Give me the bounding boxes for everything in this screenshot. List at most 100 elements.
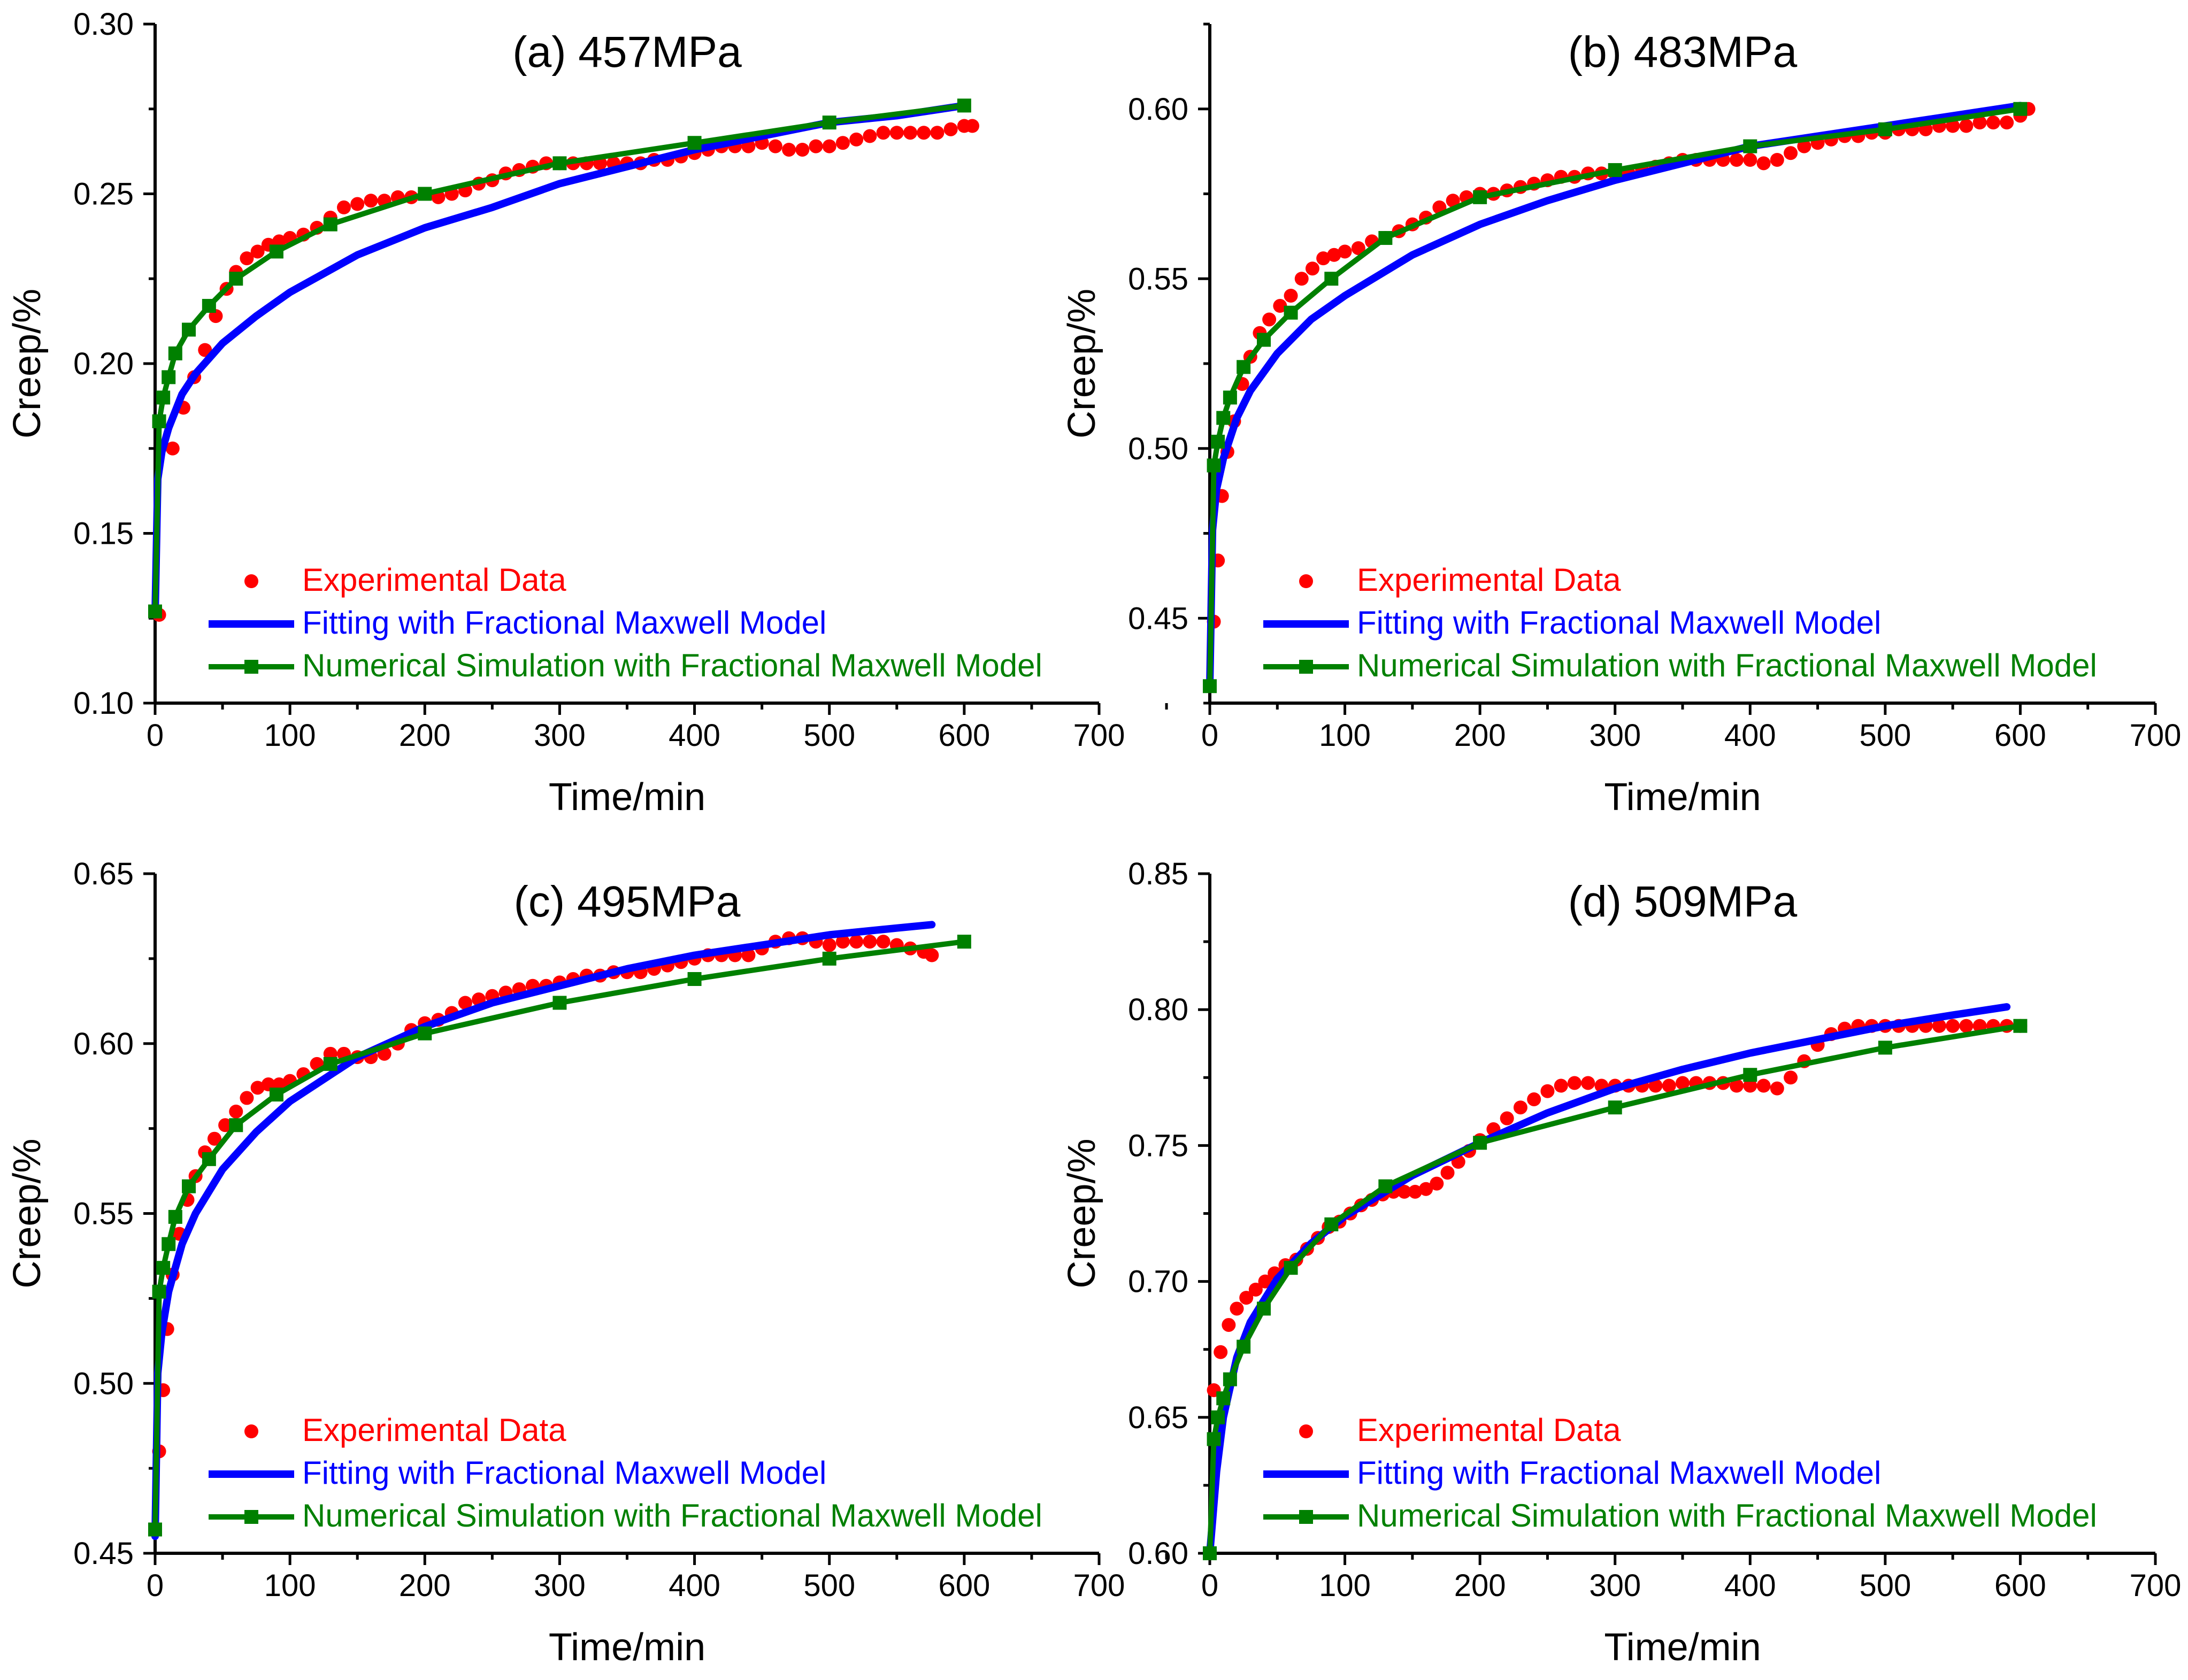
experimental-point <box>1946 1019 1960 1033</box>
experimental-point <box>1756 1078 1771 1093</box>
simulation-marker <box>1223 390 1237 405</box>
panel-d: 0 100 200 300 400 500 600 7000.600.650.700.750.… <box>1061 857 2181 1669</box>
simulation-marker <box>1743 139 1757 153</box>
experimental-point <box>903 126 917 140</box>
experimental-point <box>741 948 756 962</box>
experimental-point <box>917 126 931 140</box>
x-tick-label: 400 <box>669 1568 720 1603</box>
experimental-point <box>1959 1019 1974 1033</box>
x-tick-label: 200 <box>1454 718 1506 753</box>
experimental-point <box>1676 1076 1690 1090</box>
simulation-marker <box>152 414 166 428</box>
x-tick-label: 600 <box>1994 718 2046 753</box>
experimental-point <box>1730 1078 1744 1093</box>
experimental-point <box>1581 1076 1595 1090</box>
y-tick-label: 0.75 <box>1128 1128 1188 1163</box>
experimental-point <box>1743 1078 1757 1093</box>
simulation-marker <box>1211 1410 1225 1424</box>
experimental-point <box>1946 119 1960 133</box>
x-tick-label: 200 <box>399 1568 451 1603</box>
simulation-marker <box>1203 679 1217 693</box>
legend-marker-simulation <box>1299 1510 1313 1524</box>
y-axis-title: Creep/% <box>1061 289 1103 438</box>
experimental-point <box>876 935 890 949</box>
experimental-point <box>1284 289 1298 303</box>
x-tick-label: 400 <box>669 718 720 753</box>
series-line <box>151 102 968 619</box>
simulation-marker <box>687 136 702 150</box>
experimental-point <box>822 938 836 952</box>
x-tick-label: 700 <box>1073 1568 1125 1603</box>
experimental-point <box>1972 115 1987 130</box>
simulation-marker <box>202 299 216 313</box>
experimental-point <box>1338 244 1352 259</box>
simulation-marker <box>1284 1261 1298 1275</box>
x-tick-label: 600 <box>938 718 990 753</box>
legend-label-fitting: Fitting with Fractional Maxwell Model <box>302 1455 826 1491</box>
simulation-marker <box>202 1152 216 1166</box>
experimental-point <box>1248 1282 1263 1297</box>
x-tick-label: 0 <box>147 1568 164 1603</box>
simulation-marker <box>1608 163 1622 178</box>
simulation-marker <box>822 951 836 966</box>
experimental-point <box>250 1081 265 1095</box>
x-tick-label: 400 <box>1724 718 1776 753</box>
experimental-point <box>965 119 979 133</box>
experimental-point <box>1784 146 1798 160</box>
legend: Experimental Data Fitting with Fractional… <box>1263 1412 2097 1533</box>
simulation-marker <box>1237 360 1251 374</box>
experimental-point <box>1662 1078 1676 1093</box>
panel-title: (c) 495MPa <box>514 877 741 926</box>
legend-label-fitting: Fitting with Fractional Maxwell Model <box>1357 605 1881 641</box>
x-tick-label: 500 <box>1859 1568 1911 1603</box>
experimental-point <box>795 142 810 157</box>
simulation-marker <box>182 1179 196 1193</box>
experimental-point <box>1743 153 1757 167</box>
x-tick-label: 600 <box>1994 1568 2046 1603</box>
y-tick-label: 0.55 <box>73 1197 134 1231</box>
simulation-curve <box>1207 106 2023 689</box>
simulation-marker <box>323 1057 337 1071</box>
experimental-point <box>1419 1182 1433 1196</box>
y-tick-label: 0.10 <box>73 686 134 721</box>
panel-a: 0 100 200 300 400 500 600 700 0.10 0.15 0.20 0.25 0.… <box>6 7 1168 819</box>
simulation-marker <box>1608 1100 1622 1115</box>
x-axis-title: Time/min <box>1604 776 1761 819</box>
simulation-marker <box>323 217 337 232</box>
experimental-point <box>1540 1084 1555 1098</box>
experimental-point <box>889 126 904 140</box>
x-tick-label: 0 <box>147 718 164 753</box>
legend-symbol-experimental <box>244 1424 258 1438</box>
experimental-point <box>207 1131 221 1146</box>
simulation-marker <box>1324 1217 1339 1231</box>
y-axis-title: Creep/% <box>6 289 49 438</box>
simulation-marker <box>269 1088 283 1102</box>
fitting-curve <box>1206 102 2024 690</box>
simulation-marker <box>1211 435 1225 449</box>
experimental-point <box>1397 1184 1411 1199</box>
simulation-marker <box>152 1284 166 1299</box>
x-tick-label: 200 <box>1454 1568 1506 1603</box>
experimental-point <box>925 948 939 962</box>
legend-symbol-experimental <box>1299 1424 1313 1438</box>
y-axis-title: Creep/% <box>6 1138 49 1288</box>
experimental-point <box>337 200 351 214</box>
legend-label-simulation: Numerical Simulation with Fractional Max… <box>302 648 1042 683</box>
simulation-marker <box>418 187 432 201</box>
simulation-marker <box>1878 1041 1892 1055</box>
legend-marker-simulation <box>1299 660 1313 674</box>
simulation-marker <box>229 1118 243 1132</box>
x-tick-label: 100 <box>1319 1568 1371 1603</box>
experimental-point <box>1959 119 1974 133</box>
simulation-marker <box>1223 1372 1237 1386</box>
simulation-marker <box>822 115 836 130</box>
simulation-marker <box>1473 1136 1487 1150</box>
simulation-marker <box>1284 305 1298 320</box>
experimental-point <box>1770 1081 1784 1096</box>
x-tick-label: 700 <box>2130 718 2182 753</box>
experimental-point <box>1756 156 1771 171</box>
series-scatter <box>152 931 939 1459</box>
experimental-point <box>218 1118 233 1132</box>
simulation-marker <box>1207 1432 1221 1446</box>
experimental-point <box>1222 1317 1236 1332</box>
